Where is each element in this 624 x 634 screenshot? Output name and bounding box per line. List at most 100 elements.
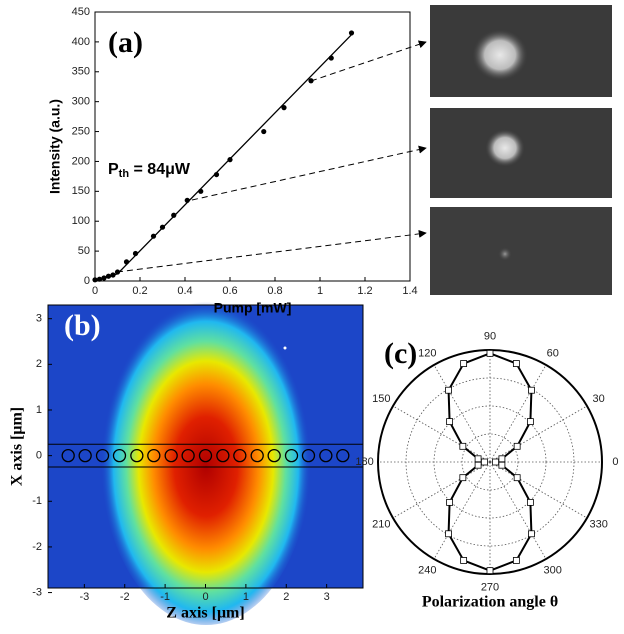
angle-grid [433,364,491,463]
panel-label: (a) [108,26,143,59]
polar-point [526,418,534,426]
x-tick-label: -1 [160,591,170,603]
polar-point [474,455,482,463]
angle-label: 270 [481,581,499,593]
angle-label: 60 [547,347,559,359]
polar-point [528,386,535,394]
x-tick-label: 0.8 [267,285,282,297]
x-tick-label: 0 [92,285,98,297]
annotation-text: P [108,161,119,178]
x-tick-label: 0.4 [177,285,192,297]
y-tick-label: 200 [72,155,90,167]
y-tick-label: -2 [32,541,42,553]
x-axis-label: Z axis [μm] [166,605,244,622]
y-tick-label: 100 [72,215,90,227]
y-tick-label: 300 [72,96,90,108]
polar-point [492,458,500,466]
x-axis-label: Pump [mW] [214,300,292,316]
x-tick-label: 1 [317,285,323,297]
y-tick-label: 400 [72,36,90,48]
camera-images [430,5,612,295]
angle-label: 180 [355,456,373,468]
polar-point [526,498,534,506]
y-tick-label: 50 [78,245,90,257]
sample-marker [267,448,281,463]
x-tick-label: -2 [120,591,130,603]
sample-marker [112,448,127,463]
y-tick-label: 0 [36,450,42,462]
angle-label: 210 [372,519,390,531]
sample-marker [61,448,75,463]
y-tick-label: 250 [72,125,90,137]
y-tick-label: 2 [36,358,42,370]
y-tick-label: 450 [72,6,90,18]
x-tick-label: 1.4 [402,285,417,297]
sample-marker [164,448,178,463]
angle-label: 330 [589,519,607,531]
sample-marker [147,448,161,463]
polar-point [498,455,506,463]
polar-point [513,474,521,482]
polar-point [513,442,521,450]
arrows [116,40,427,273]
polar-point [460,360,468,367]
angle-label: 150 [372,393,390,405]
polar-point [486,349,494,357]
heatmap [48,295,363,625]
angle-grid [392,461,491,519]
sample-marker [216,448,230,463]
sample-marker [78,448,92,463]
sample-marker [95,448,110,463]
sample-marker [250,448,264,463]
angle-grid [433,461,491,560]
angle-label: 240 [418,565,436,577]
sample-marker [181,448,195,463]
data-point [171,212,177,218]
sample-marker [198,448,213,463]
polar-point [460,557,468,564]
polar-point [446,498,454,506]
plot-frame [94,11,411,282]
annotation-tail: = 84μW [129,161,191,178]
fit-line [94,34,352,282]
y-tick-label: 150 [72,185,90,197]
x-tick-label: 3 [324,591,330,603]
polar-point [480,458,488,466]
sample-marker [319,448,333,463]
angle-grid [489,461,588,519]
x-tick-label: 0.6 [222,285,237,297]
y-axis-label: Intensity (a.u.) [47,99,63,194]
y-axis-label: X axis [μm] [9,407,26,486]
angle-grid [392,405,491,463]
data-point [348,30,355,36]
x-tick-label: 2 [283,591,289,603]
x-tick-label: 1 [243,591,249,603]
y-tick-label: -3 [32,586,42,598]
x-tick-label: 1.2 [357,285,372,297]
angle-label: 90 [484,330,496,342]
angle-grid [489,461,547,560]
sample-marker [301,448,316,463]
angle-label: 30 [593,393,605,405]
y-tick-label: 350 [72,66,90,78]
annotation-sub: th [119,168,130,180]
angle-label: 0 [612,456,618,468]
x-axis-label: Polarization angle θ [422,594,558,611]
polar-point [512,360,520,367]
angle-label: 300 [544,565,562,577]
data-point [261,128,267,135]
panel-label: (c) [384,337,417,370]
polar-point [474,461,482,469]
angle-grid [489,364,547,463]
polar-point [445,386,452,394]
polar-point [446,418,454,426]
polar-point [498,461,506,469]
polar-point [486,567,494,575]
data-point [281,105,287,111]
y-tick-label: 0 [84,275,90,287]
polar-point [459,474,467,482]
y-tick-label: 1 [36,404,42,416]
data-point [308,78,314,84]
